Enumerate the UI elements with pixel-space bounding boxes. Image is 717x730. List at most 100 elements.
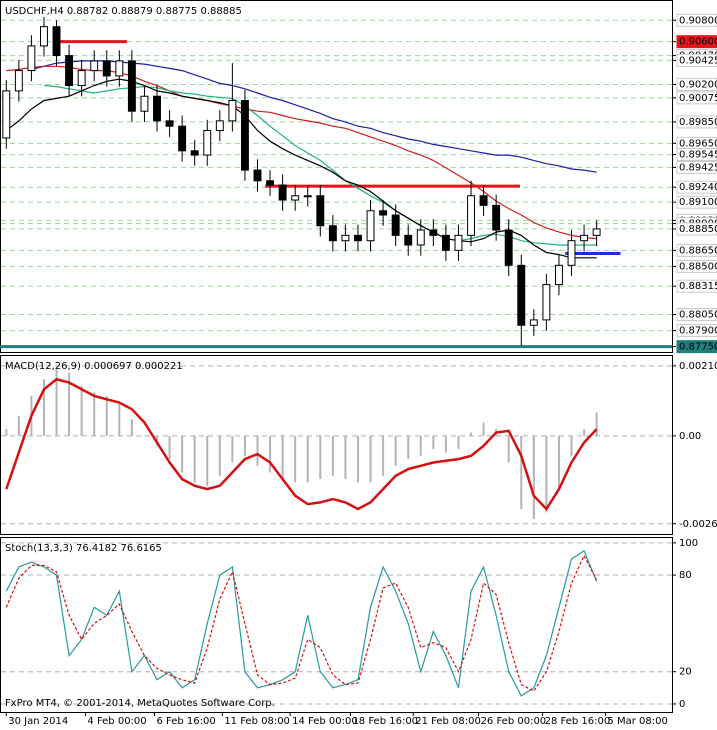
moving-average [31,60,597,173]
candle-body [27,45,36,72]
candle-body [190,150,199,156]
candle-body [77,70,86,87]
y-tick-box [676,180,717,194]
macd-bar [583,429,586,436]
macd-bar [143,435,146,437]
candle-body [467,195,475,236]
macd-bar [557,435,560,490]
y-tick-label: 0.90425 [679,55,717,66]
macd-bar [545,435,548,513]
candle-body [580,234,589,242]
y-tick-box [676,222,717,236]
candle-body [102,60,111,77]
candle-body [504,229,513,266]
macd-bar [243,435,246,456]
y-tick-label: 0.90600 [679,37,717,48]
candle-body [404,234,413,246]
stoch-signal [5,554,598,692]
macd-bar [93,392,96,436]
macd-bar [55,369,58,436]
y-tick-box [676,13,717,27]
y-tick-label: 0.88850 [679,224,717,235]
y-tick-label: 0.87750 [679,342,717,353]
y-tick-box [676,279,717,293]
macd-bar [532,435,535,520]
y-tick-label: 0.89650 [679,138,717,149]
candle-body [366,210,375,242]
panel-title: Stoch(13,3,3) 76.4182 76.6165 [5,543,162,554]
macd-bar [520,435,523,510]
candle-body [278,184,287,201]
x-tick-label: 21 Feb 08:00 [415,716,481,727]
macd-bar [281,435,284,480]
y-tick-label: 0.87900 [679,326,717,337]
moving-average [43,84,597,246]
y-tick-label: 0.88050 [679,310,717,321]
macd-bar [319,435,322,480]
y-tick-label: 0.90800 [679,15,717,26]
candle-body [529,319,538,326]
macd-bar [181,435,184,473]
y-tick-box [676,115,717,129]
y-tick-label: 0.89425 [679,162,717,173]
macd-bar [507,435,510,463]
candle-body [240,100,249,171]
y-tick-label: 0.89850 [679,117,717,128]
macd-bar [68,372,71,436]
candle-body [266,180,275,186]
macd-bar [595,412,598,436]
macd-bar [457,435,460,450]
macd-bar [218,435,221,476]
x-tick-label: 28 Feb 16:00 [545,716,611,727]
x-tick-label: 30 Jan 2014 [8,716,68,727]
macd-bar [294,435,297,483]
y-tick-label: 0.89100 [679,197,717,208]
candle-body [391,214,400,236]
candle-body [115,60,124,77]
candle-body [40,26,48,47]
y-tick-box [676,77,717,91]
y-tick-box [676,195,717,209]
y-tick-label: 0.90200 [679,79,717,90]
moving-average [5,78,597,259]
candle-body [65,55,74,87]
candle-body [90,60,99,72]
candle-body [517,264,526,326]
candle-body [228,100,237,122]
candle-body [303,195,312,198]
candle-body [291,195,300,201]
x-tick-label: 4 Feb 00:00 [87,716,146,727]
macd-bar [130,419,133,436]
y-tick-label: 0 [679,699,685,710]
macd-bar [331,435,334,476]
candle-body [14,70,23,92]
panel-title: USDCHF,H4 0.88782 0.88879 0.88775 0.8888… [5,6,242,17]
y-tick-label: 0.88315 [679,281,717,292]
y-tick-box [676,91,717,105]
y-tick-box [676,259,717,273]
x-tick-label: 26 Feb 00:00 [481,716,547,727]
macd-bar [5,429,8,436]
macd-bar [168,435,171,460]
candle-body [52,26,61,57]
candle-body [316,195,325,227]
footer-text: FxPro MT4, © 2001-2014, MetaQuotes Softw… [5,698,275,709]
x-tick-label: 14 Feb 00:00 [292,716,358,727]
macd-bar [344,435,347,480]
y-tick-box [676,53,717,67]
candle-body [354,234,362,242]
y-tick-label: 0.89545 [679,150,717,161]
candle-body [542,284,551,321]
macd-bar [382,435,385,476]
candle-body [592,228,601,236]
y-tick-box [676,340,717,354]
macd-bar [17,415,20,436]
y-tick-label: 20 [679,667,692,678]
candle-body [441,234,450,251]
candle-body [492,204,501,231]
x-tick-label: 18 Feb 16:00 [352,716,418,727]
y-tick-box [676,148,717,162]
candle-body [127,60,136,112]
y-tick-label: 0.88500 [679,261,717,272]
y-tick-box [676,35,717,49]
